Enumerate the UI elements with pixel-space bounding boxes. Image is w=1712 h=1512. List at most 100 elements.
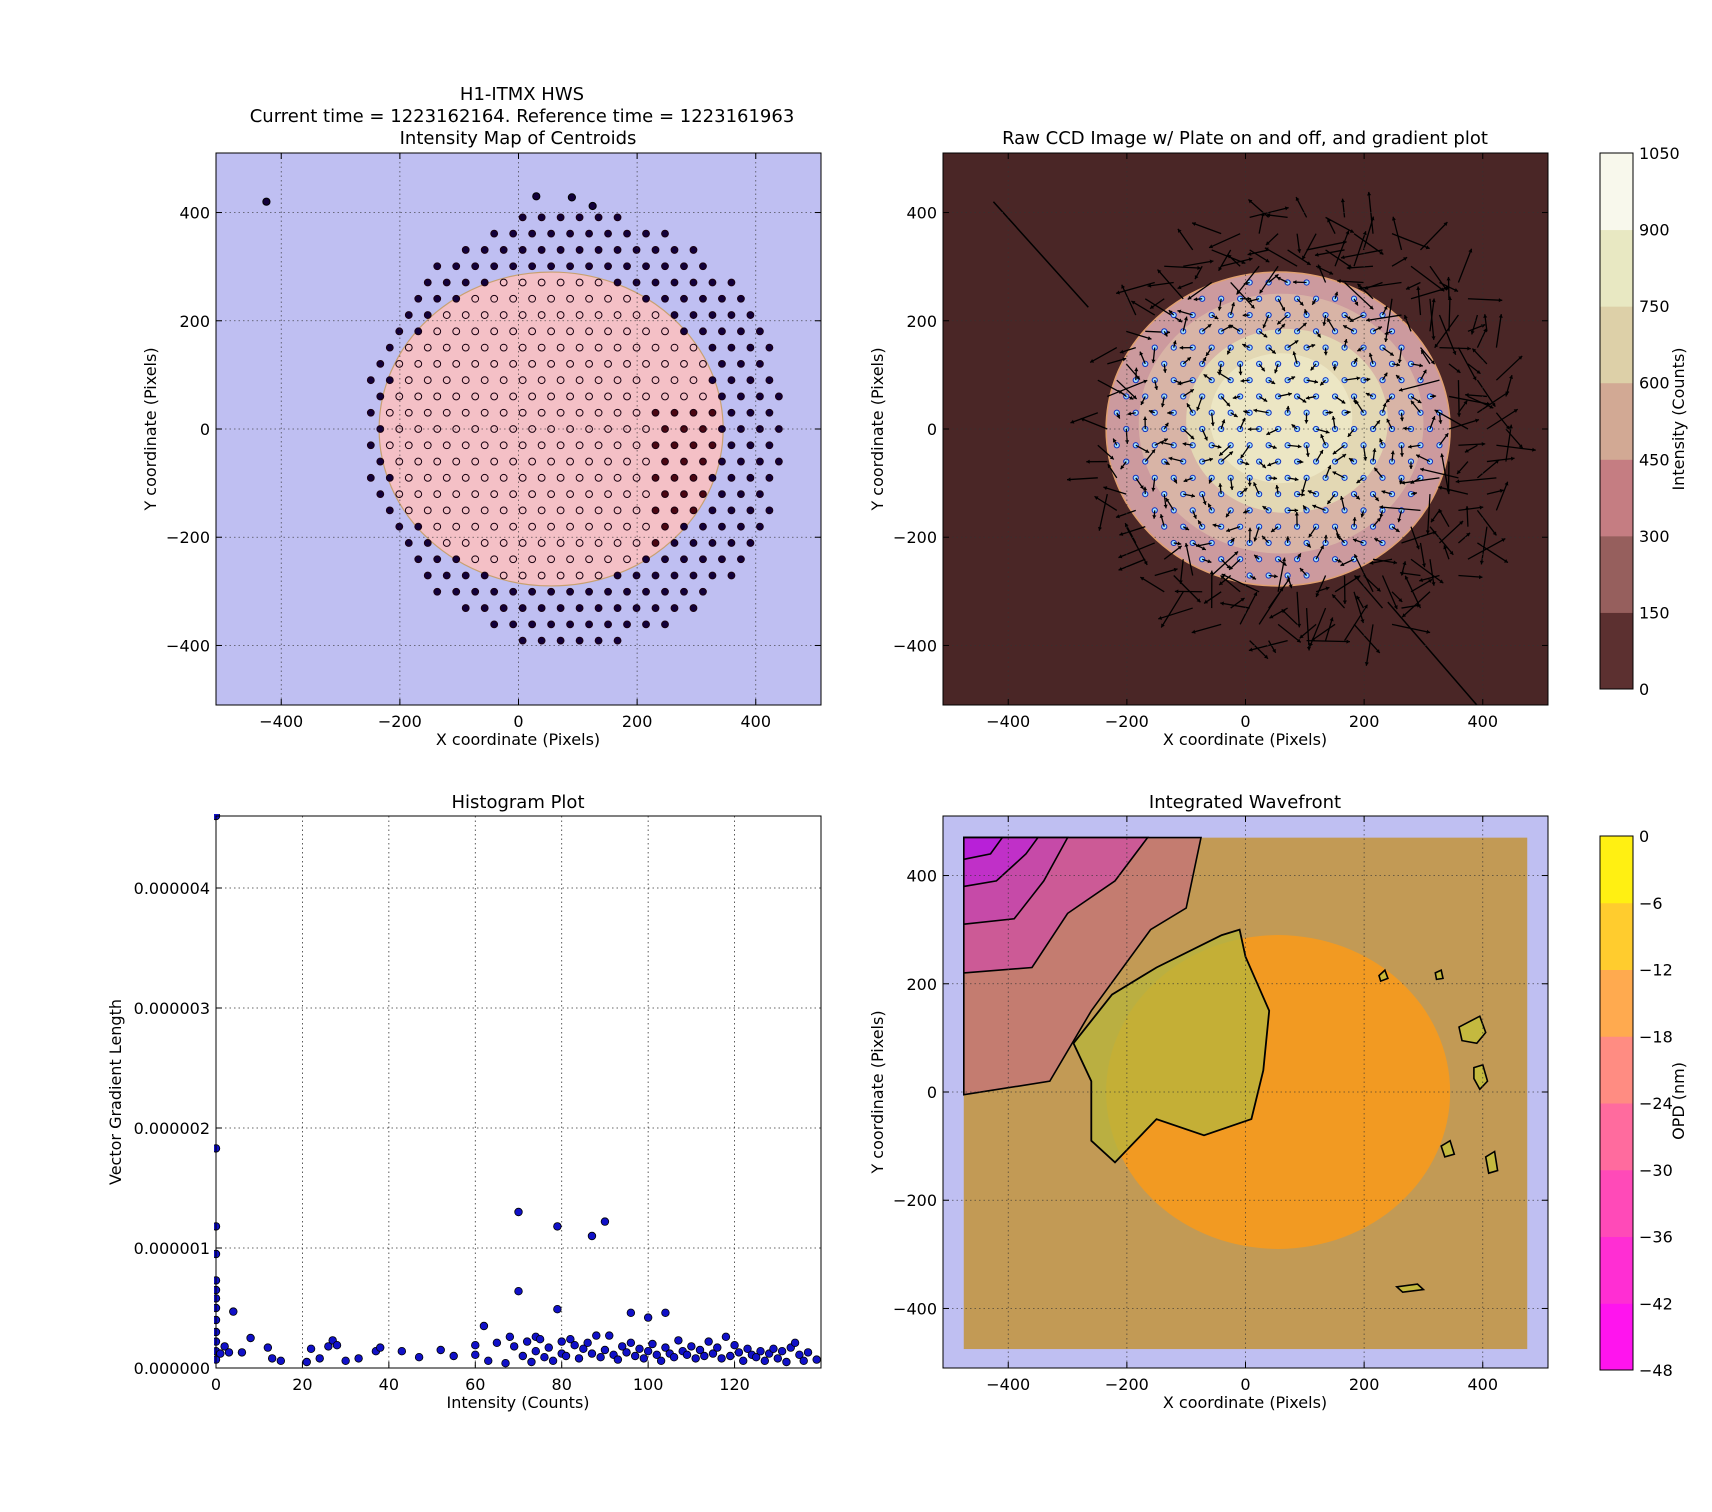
- gradient-arrowhead: [1248, 199, 1253, 204]
- gradient-arrowhead: [1192, 222, 1197, 227]
- centroid-marker: [594, 278, 603, 287]
- histogram-point: [509, 1342, 519, 1351]
- histogram-plot-frame: [215, 815, 822, 1369]
- centroid-marker: [594, 506, 603, 515]
- gradient-arrowhead: [1357, 283, 1362, 288]
- gradient-arrowhead: [1143, 560, 1148, 565]
- gradient-arrow: [1440, 453, 1450, 495]
- centroid-marker: [566, 294, 575, 303]
- gradient-arrowhead: [1498, 298, 1503, 303]
- gradient-arrow: [1410, 558, 1444, 584]
- centroid-marker: [632, 408, 641, 417]
- wavefront-tick-labels: −400 −200 0 200 400 −400 −200 0 200 400: [893, 816, 1548, 1394]
- centroid-marker: [699, 587, 707, 596]
- gradient-arrowhead: [1334, 291, 1339, 296]
- centroid-marker: [414, 555, 423, 564]
- centroid-marker: [404, 408, 413, 417]
- gradient-arrowhead: [1302, 255, 1306, 260]
- gradient-arrowhead: [1113, 438, 1117, 443]
- gradient-arrowhead: [1457, 470, 1461, 474]
- gradient-arrow: [1420, 221, 1448, 251]
- gradient-arrowhead: [1148, 409, 1153, 414]
- gradient-arrowhead: [1416, 286, 1421, 290]
- gradient-arrowhead: [1503, 558, 1508, 563]
- centroid-marker: [547, 359, 556, 368]
- gradient-arrowhead: [1177, 309, 1182, 314]
- colorbar-tick-label: −24: [1639, 1094, 1673, 1113]
- gradient-arrowhead: [1481, 441, 1486, 447]
- histogram-point: [777, 1346, 787, 1356]
- gradient-arrow: [1125, 526, 1148, 566]
- centroid-marker: [537, 376, 546, 385]
- gradient-arrowhead: [1459, 521, 1464, 525]
- centroid-marker: [532, 192, 541, 201]
- gradient-arrowhead: [1426, 629, 1431, 634]
- gradient-arrow: [1118, 542, 1155, 559]
- gradient-arrowhead: [1165, 497, 1170, 502]
- centroid-marker: [727, 473, 736, 482]
- gradient-arrowhead: [1209, 457, 1213, 462]
- gradient-arrowhead: [1431, 581, 1436, 586]
- gradient-arrow: [1230, 282, 1255, 309]
- gradient-arrowhead: [1132, 395, 1137, 399]
- gradient-arrow: [1299, 623, 1317, 639]
- histogram-point: [302, 1357, 311, 1367]
- centroid-marker: [623, 359, 631, 368]
- colorbar-band: [1600, 1036, 1633, 1104]
- gradient-arrow: [1439, 346, 1471, 350]
- gradient-arrow: [1139, 576, 1165, 593]
- centroid-marker: [528, 392, 537, 401]
- gradient-arrowhead: [1294, 508, 1299, 513]
- gradient-arrowhead: [1090, 358, 1095, 363]
- centroid-marker: [461, 604, 470, 612]
- gradient-arrowhead: [1422, 369, 1427, 374]
- histogram-point: [674, 1336, 683, 1345]
- gradient-arrowhead: [1356, 595, 1361, 600]
- histogram-point: [246, 1333, 255, 1343]
- gradient-arrowhead: [1086, 459, 1090, 464]
- centroid-marker: [689, 278, 698, 287]
- centroid-marker: [452, 359, 461, 368]
- gradient-arrow: [1457, 248, 1473, 283]
- gradient-arrowhead: [1329, 270, 1334, 275]
- centroid-marker: [632, 604, 641, 612]
- gradient-arrowhead: [1212, 523, 1217, 528]
- centroid-marker: [651, 539, 660, 547]
- centroid-marker: [613, 278, 622, 287]
- centroid-marker: [689, 246, 698, 254]
- centroid-marker: [471, 327, 480, 336]
- gradient-arrowhead: [1421, 350, 1425, 355]
- opd-contour-island: [1484, 1150, 1499, 1175]
- centroid-marker: [566, 620, 575, 629]
- centroid-marker: [442, 506, 451, 515]
- gradient-arrowhead: [1420, 467, 1424, 472]
- gradient-arrow: [1325, 216, 1355, 234]
- histogram-point: [376, 1343, 385, 1352]
- centroid-marker: [423, 441, 432, 450]
- centroid-marker: [623, 555, 631, 564]
- centroid-marker: [661, 620, 669, 629]
- gradient-arrowhead: [1267, 462, 1272, 467]
- gradient-arrow: [1173, 575, 1201, 603]
- gradient-arrowhead: [1475, 418, 1479, 423]
- centroid-marker: [537, 343, 546, 352]
- gradient-arrowhead: [1466, 532, 1471, 537]
- gradient-arrowhead: [1281, 323, 1285, 328]
- gradient-arrowhead: [1145, 449, 1150, 453]
- gradient-arrowhead: [1271, 349, 1276, 354]
- centroid-marker: [366, 408, 375, 417]
- centroid-marker: [642, 262, 650, 271]
- gradient-arrow: [1208, 233, 1241, 249]
- histogram-point: [561, 1351, 571, 1361]
- gradient-arrowhead: [1297, 249, 1302, 253]
- gradient-arrow: [1398, 379, 1440, 392]
- histogram-point: [751, 1352, 761, 1362]
- colorbar-band: [1600, 1236, 1633, 1304]
- gradient-arrowhead: [1456, 368, 1461, 373]
- gradient-arrowhead: [1306, 261, 1311, 265]
- centroid-marker: [518, 473, 527, 482]
- gradient-arrowhead: [1243, 488, 1248, 492]
- centroid-marker: [689, 408, 698, 417]
- gradient-arrowhead: [1185, 526, 1190, 531]
- gradient-arrowhead: [1129, 395, 1134, 400]
